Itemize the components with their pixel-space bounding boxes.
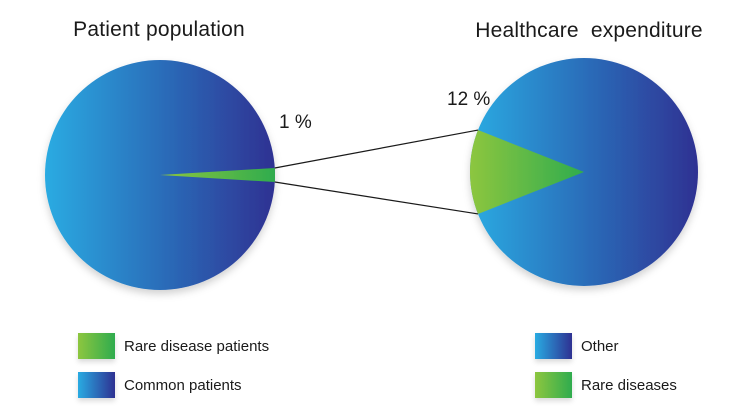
legend-item-rare-disease-patients: Rare disease patients [78,333,269,359]
right-legend: Other Rare diseases [535,333,677,411]
patient-population-pie [45,60,275,290]
connector-line-top [274,129,479,169]
legend-swatch-common-patients [78,372,115,398]
legend-item-common-patients: Common patients [78,372,269,398]
right-chart-title: Healthcare expenditure [475,19,703,42]
rare-diseases-slice [470,130,584,214]
legend-item-rare-diseases: Rare diseases [535,372,677,398]
legend-item-other: Other [535,333,677,359]
right-slice-percent-label: 12 % [447,89,491,110]
legend-label-rare-disease-patients: Rare disease patients [124,337,270,355]
left-legend: Rare disease patients Common patients [78,333,269,411]
rare-disease-patients-slice [160,167,275,183]
left-chart-title: Patient population [73,18,245,41]
healthcare-expenditure-pie [470,58,698,286]
legend-label-common-patients: Common patients [124,376,242,394]
legend-swatch-rare-disease-patients [78,333,115,359]
legend-swatch-other [535,333,572,359]
legend-label-rare-diseases: Rare diseases [581,376,677,394]
legend-label-other: Other [581,337,619,355]
legend-swatch-rare-diseases [535,372,572,398]
left-slice-percent-label: 1 % [279,112,312,133]
connector-line-bottom [274,181,479,215]
